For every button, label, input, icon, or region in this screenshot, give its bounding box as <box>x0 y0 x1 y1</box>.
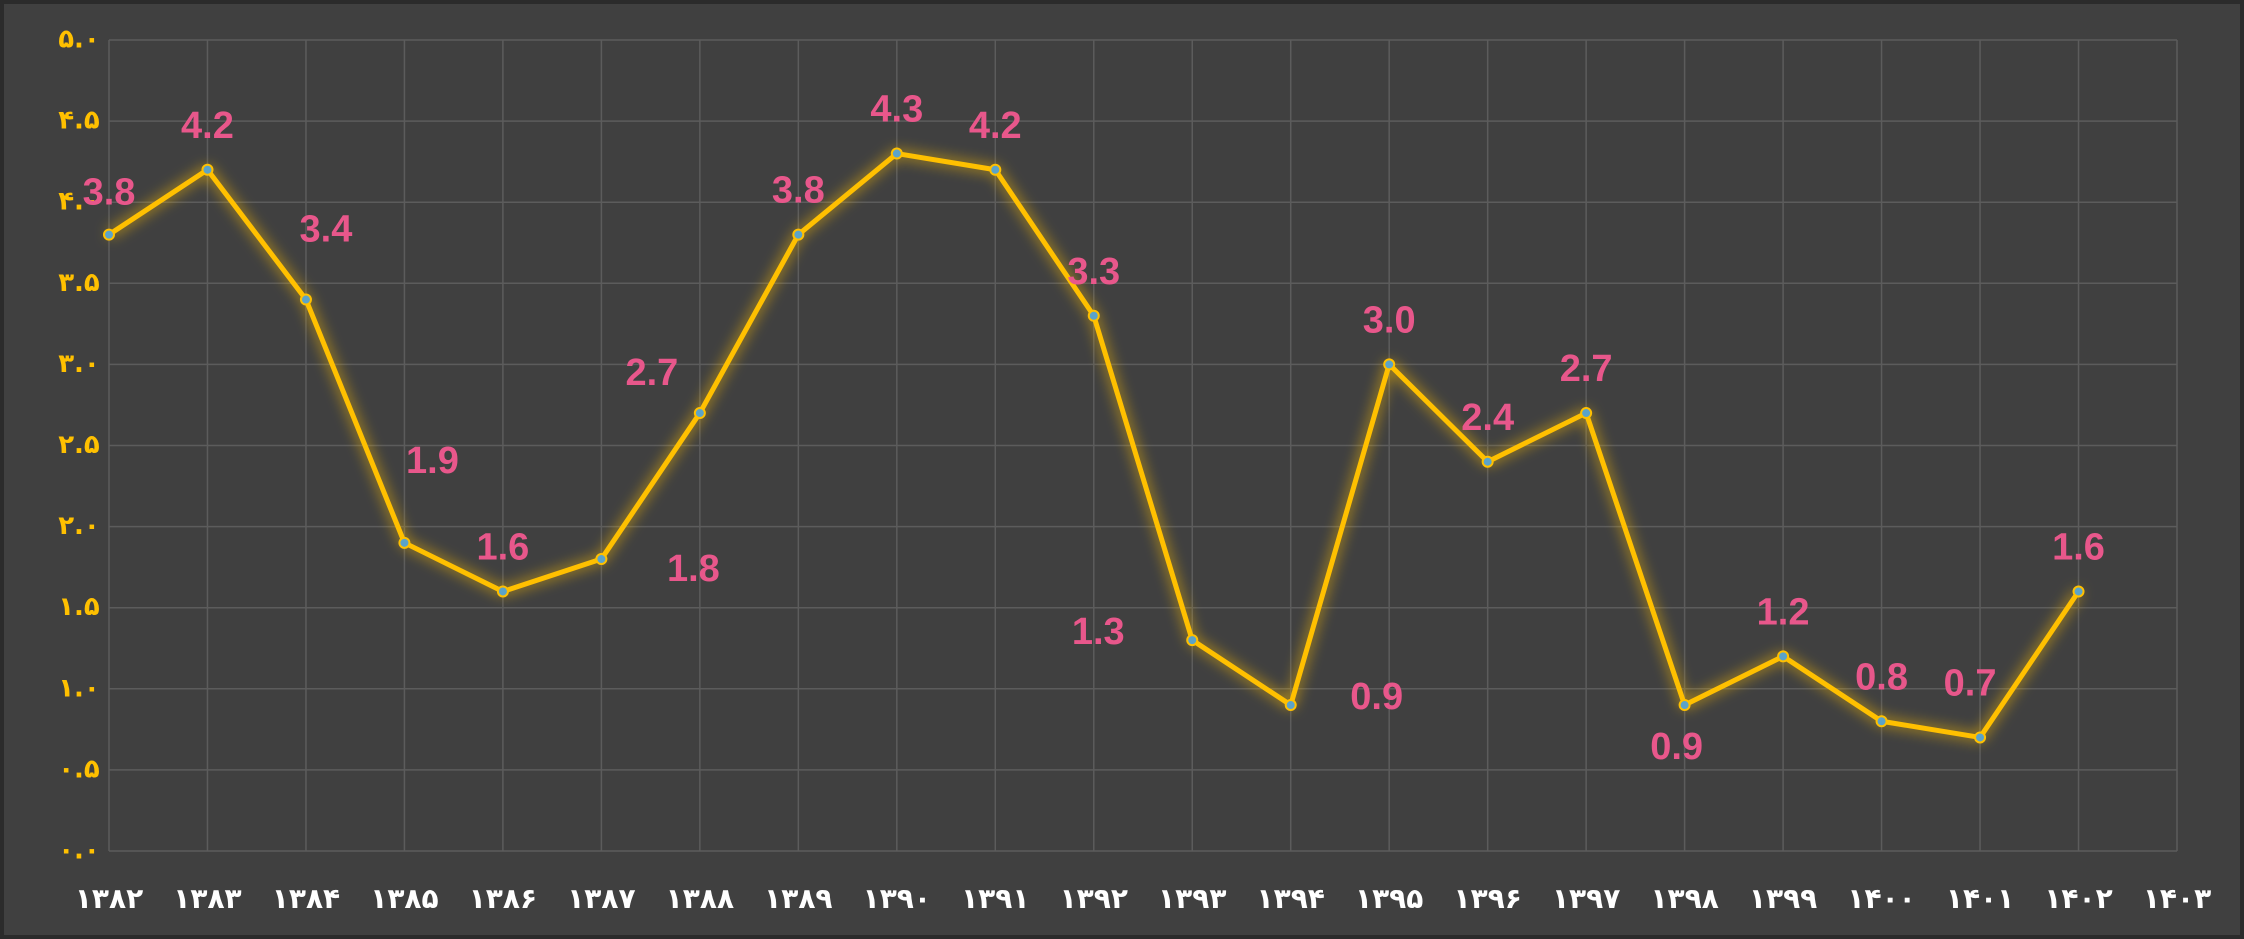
x-tick-label: ۱۳۹۵ <box>1355 882 1423 915</box>
data-label: 3.3 <box>1067 251 1120 293</box>
data-label: 3.4 <box>300 209 353 251</box>
data-label: 4.2 <box>969 105 1022 147</box>
data-point <box>1580 407 1593 420</box>
x-tick-label: ۱۳۸۴ <box>272 882 340 915</box>
data-label: 1.6 <box>476 527 529 569</box>
data-point <box>1186 634 1199 647</box>
x-tick-label: ۱۳۹۸ <box>1650 882 1718 915</box>
y-tick-label: ۱.۰ <box>58 673 100 703</box>
data-label: 4.2 <box>181 105 234 147</box>
data-point <box>1481 455 1494 468</box>
x-tick-label: ۱۴۰۳ <box>2143 882 2211 915</box>
data-point <box>1678 699 1691 712</box>
x-tick-label: ۱۳۸۸ <box>666 882 734 915</box>
data-point <box>201 163 214 176</box>
data-label: 3.8 <box>83 172 136 214</box>
y-tick-label: ۴.۵ <box>58 106 100 136</box>
data-label: 0.8 <box>1855 656 1908 698</box>
x-tick-label: ۱۳۸۷ <box>567 882 635 915</box>
y-tick-label: ۰.۵ <box>58 754 100 784</box>
data-point <box>398 536 411 549</box>
data-label: 0.9 <box>1650 726 1703 768</box>
data-label: 1.8 <box>667 548 720 590</box>
data-point <box>1284 699 1297 712</box>
y-tick-label: ۲.۰ <box>58 511 100 541</box>
data-point <box>1974 731 1987 744</box>
data-label: 1.6 <box>2052 527 2105 569</box>
x-tick-label: ۱۳۸۶ <box>469 882 537 915</box>
data-label: 2.7 <box>1560 348 1613 390</box>
data-point <box>595 553 608 566</box>
data-label: 2.4 <box>1461 397 1514 439</box>
y-tick-label: ۳.۰ <box>58 349 100 379</box>
data-point <box>693 407 706 420</box>
data-label: 1.9 <box>406 440 459 482</box>
data-point <box>496 585 509 598</box>
data-label: 3.8 <box>772 170 825 212</box>
x-tick-label: ۱۳۹۷ <box>1552 882 1620 915</box>
data-label: 0.9 <box>1350 676 1403 718</box>
x-tick-label: ۱۴۰۰ <box>1847 882 1915 915</box>
data-label: 2.7 <box>625 352 678 394</box>
y-tick-label: ۴.۰ <box>58 187 100 217</box>
x-tick-label: ۱۳۹۱ <box>961 882 1029 915</box>
x-tick-label: ۱۳۹۳ <box>1158 882 1226 915</box>
y-tick-label: ۲.۵ <box>58 430 100 460</box>
data-label: 1.3 <box>1072 611 1125 653</box>
x-tick-label: ۱۳۹۴ <box>1257 882 1325 915</box>
data-point <box>1875 715 1888 728</box>
x-tick-label: ۱۴۰۱ <box>1946 882 2014 915</box>
x-tick-label: ۱۳۸۹ <box>764 882 832 915</box>
data-point <box>2072 585 2085 598</box>
data-point <box>1383 358 1396 371</box>
data-point <box>792 228 805 241</box>
x-tick-label: ۱۳۸۳ <box>173 882 241 915</box>
x-tick-label: ۱۳۸۲ <box>75 882 143 915</box>
x-tick-label: ۱۴۰۲ <box>2044 882 2112 915</box>
data-label: 3.0 <box>1363 299 1416 341</box>
x-tick-label: ۱۳۹۰ <box>863 882 931 915</box>
x-tick-label: ۱۳۹۹ <box>1749 882 1817 915</box>
background <box>4 4 2240 935</box>
y-tick-label: ۱.۵ <box>58 592 100 622</box>
data-point <box>1777 650 1790 663</box>
x-tick-label: ۱۳۸۵ <box>370 882 438 915</box>
data-point <box>890 147 903 160</box>
y-tick-label: ۵.۰ <box>58 25 100 55</box>
data-label: 1.2 <box>1757 591 1810 633</box>
data-point <box>103 228 115 241</box>
x-tick-label: ۱۳۹۲ <box>1060 882 1128 915</box>
data-point <box>1087 309 1100 322</box>
data-point <box>989 163 1002 176</box>
x-tick-label: ۱۳۹۶ <box>1453 882 1521 915</box>
y-tick-label: ۰.۰ <box>58 836 100 866</box>
data-point <box>299 293 312 306</box>
data-label: 0.7 <box>1944 662 1997 704</box>
y-tick-label: ۳.۵ <box>58 268 100 298</box>
data-label: 4.3 <box>870 89 923 131</box>
